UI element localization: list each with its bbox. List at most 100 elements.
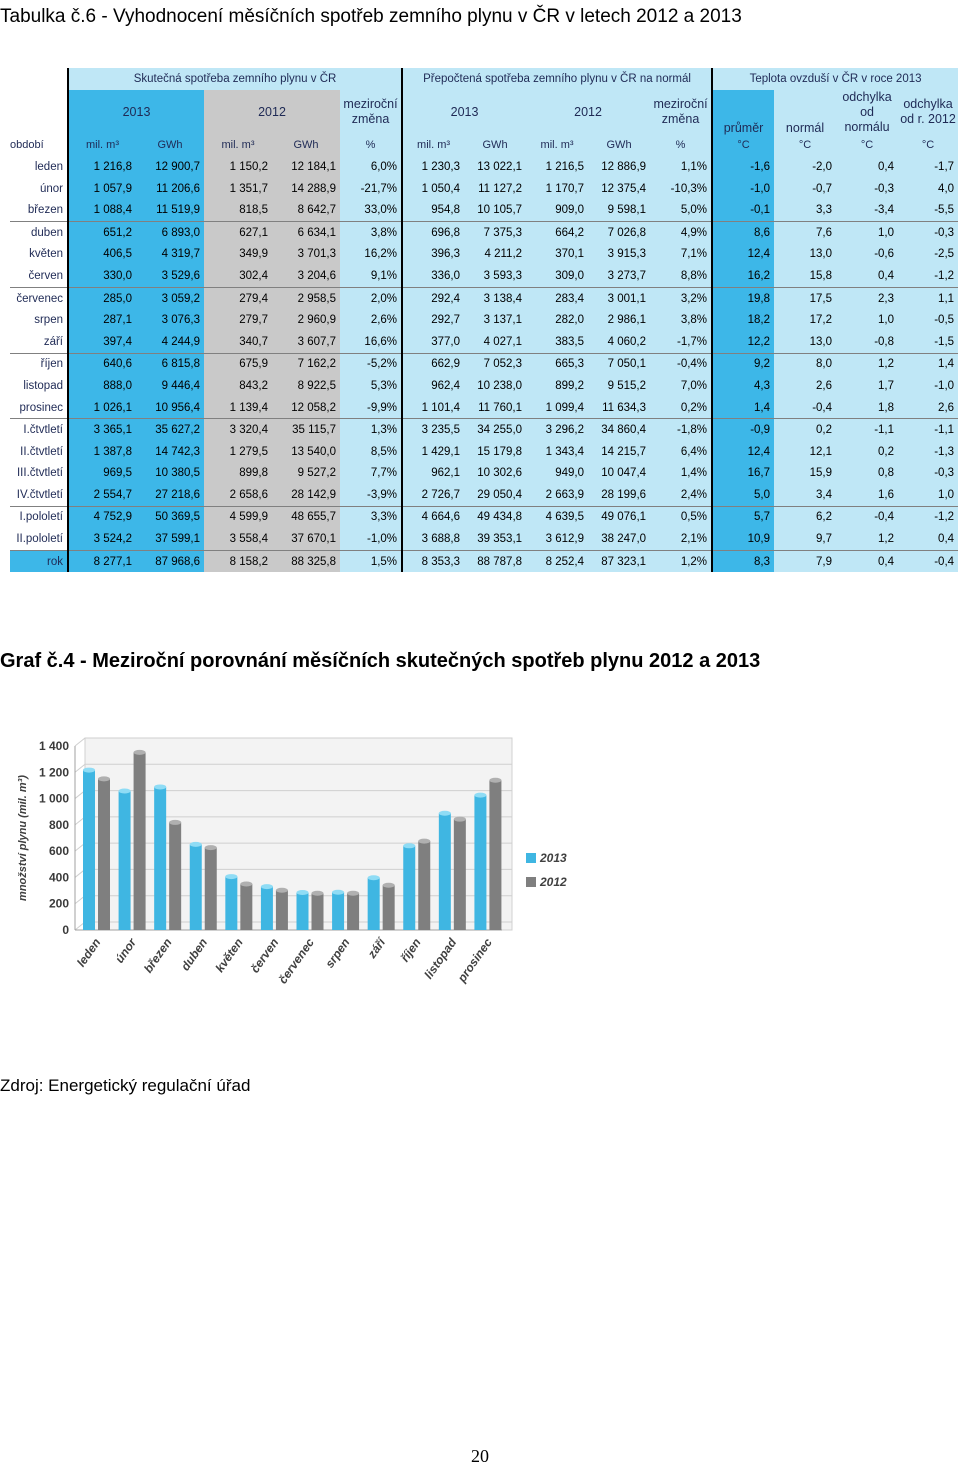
table-cell: 15,8 — [774, 265, 837, 288]
table-cell: 2,0% — [340, 287, 403, 310]
table-cell: -0,4 — [898, 550, 959, 573]
bar-top — [154, 784, 167, 790]
bar-top — [275, 887, 288, 893]
table-cell: 37 599,1 — [136, 528, 204, 551]
table-cell: 3 607,7 — [272, 330, 340, 354]
bar-2013 — [189, 844, 202, 930]
table-cell: 2,1% — [650, 528, 713, 551]
table-cell: 10 302,6 — [464, 462, 527, 485]
table-cell: 7 052,3 — [464, 353, 527, 376]
bar-2013 — [296, 892, 309, 930]
table-cell: 4 060,2 — [588, 330, 651, 354]
table-cell: 27 218,6 — [136, 484, 204, 507]
bar-top — [225, 874, 238, 880]
bar-top — [83, 767, 95, 773]
table-cell: 28 199,6 — [588, 484, 651, 507]
unit-header: °C — [898, 134, 959, 157]
corner-cell — [10, 68, 68, 90]
table-cell: 28 142,9 — [272, 484, 340, 507]
table-cell: 1,5% — [340, 550, 403, 573]
year-header-recalc-2012: 2012 — [526, 89, 651, 135]
table-cell: 627,1 — [204, 221, 272, 244]
unit-header: GWh — [272, 134, 340, 157]
row-label: duben — [31, 226, 63, 239]
table-cell: 1 088,4 — [67, 199, 136, 222]
legend-swatch — [526, 877, 536, 887]
bar-2013 — [225, 876, 238, 930]
table-cell: -0,5 — [898, 309, 959, 331]
x-tick-label: listopad — [421, 935, 459, 981]
table-cell: -5,5 — [898, 199, 959, 222]
table-cell: 2,6 — [774, 375, 837, 397]
unit-header: % — [340, 134, 403, 157]
table-cell: 4,9% — [650, 221, 713, 244]
y-tick-label: 800 — [49, 818, 69, 832]
table-cell: 10 105,7 — [464, 199, 527, 222]
table-cell: 5,0 — [711, 484, 775, 507]
y-tick-label: 600 — [49, 844, 69, 858]
bar-top — [367, 875, 380, 881]
table-cell: 13 022,1 — [464, 156, 527, 178]
unit-header: mil. m³ — [67, 134, 136, 157]
table-cell: 17,2 — [774, 309, 837, 331]
y-tick-label: 0 — [62, 923, 69, 937]
table-cell: 2 958,5 — [272, 287, 340, 310]
table-cell: 7,9 — [774, 550, 837, 573]
table-cell: 6,4% — [650, 440, 713, 463]
bar-top — [98, 776, 110, 782]
period-header: období — [10, 139, 44, 152]
unit-header: % — [650, 134, 713, 157]
bar-top — [453, 816, 466, 822]
table-cell: 370,1 — [526, 243, 589, 266]
bar-2013 — [403, 845, 416, 930]
table-cell: 6,0% — [340, 156, 403, 178]
table-cell: 8,6 — [711, 221, 775, 244]
bar-2013 — [332, 892, 345, 930]
table-cell: 12 900,7 — [136, 156, 204, 178]
table-cell: 1 101,4 — [401, 396, 465, 419]
bar-2012 — [489, 780, 502, 930]
row-label: III.čtvtletí — [16, 467, 63, 480]
unit-header: °C — [774, 134, 837, 157]
table-cell: 3 365,1 — [67, 418, 136, 441]
table-cell: 7,7% — [340, 462, 403, 485]
table-cell: 9,7 — [774, 528, 837, 551]
table-cell: 19,8 — [711, 287, 775, 310]
table-cell: 1,0 — [836, 309, 899, 331]
table-cell: 406,5 — [67, 243, 136, 266]
unit-header: mil. m³ — [204, 134, 272, 157]
unit-header: mil. m³ — [526, 134, 589, 157]
table-cell: 49 434,8 — [464, 506, 527, 529]
table-cell: 12,4 — [711, 243, 775, 266]
table-cell: -1,7% — [650, 330, 713, 354]
bar-2012 — [275, 890, 288, 930]
table-cell: 3 524,2 — [67, 528, 136, 551]
year-header-temp-dev-normal: odchylka od normálu — [836, 89, 899, 135]
table-cell: 1 170,7 — [526, 177, 589, 200]
bar-2012 — [169, 822, 182, 930]
table-cell: 962,4 — [401, 375, 465, 397]
table-cell: 664,2 — [526, 221, 589, 244]
table-cell: 9 446,4 — [136, 375, 204, 397]
table-cell: 4 752,9 — [67, 506, 136, 529]
x-tick-label: červen — [248, 936, 282, 976]
table-cell: 6 634,1 — [272, 221, 340, 244]
bar-2013 — [154, 786, 167, 930]
table-cell: -1,0 — [711, 177, 775, 200]
table-row: červenec 285,0 3 059,2 279,4 2 958,5 2,0% 292,… — [10, 287, 959, 310]
table-cell: 5,3% — [340, 375, 403, 397]
table-row: I.čtvtletí 3 365,1 35 627,2 3 320,4 35 115,7… — [10, 418, 959, 441]
table-cell: 8,8% — [650, 265, 713, 288]
x-tick-label: leden — [74, 936, 103, 970]
table-cell: 7 026,8 — [588, 221, 651, 244]
table-cell: 1 351,7 — [204, 177, 272, 200]
year-header-actual-2013: 2013 — [67, 89, 204, 135]
table-cell: 3 001,1 — [588, 287, 651, 310]
table-row: březen 1 088,4 11 519,9 818,5 8 642,7 33,0% 95… — [10, 199, 959, 222]
table-cell: 9 515,2 — [588, 375, 651, 397]
table-cell: 3 688,8 — [401, 528, 465, 551]
consumption-table: Skutečná spotřeba zemního plynu v ČR Pře… — [10, 68, 959, 573]
table-cell: 2 658,6 — [204, 484, 272, 507]
table-cell: 11 206,6 — [136, 177, 204, 200]
table-cell: 4,3 — [711, 375, 775, 397]
